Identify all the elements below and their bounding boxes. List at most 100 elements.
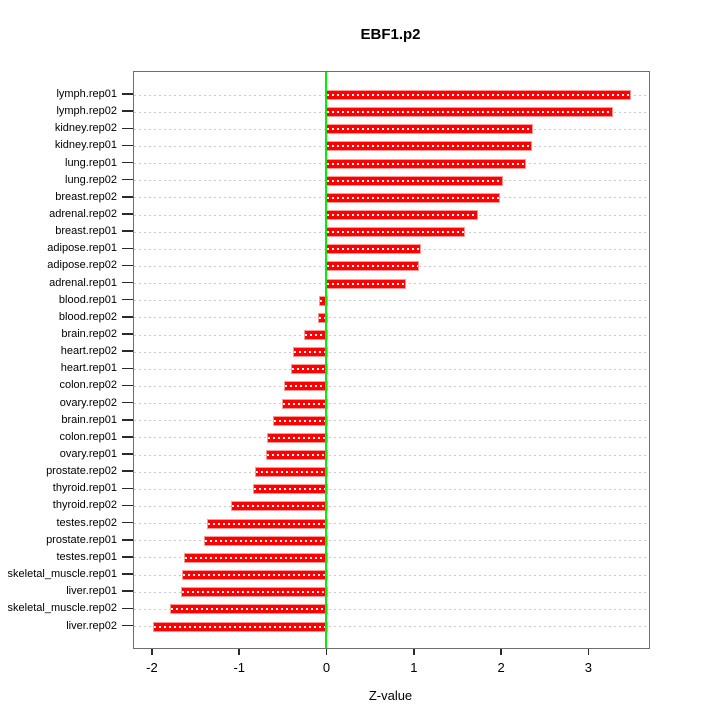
y-tick-mark xyxy=(122,247,133,250)
y-axis-label: adipose.rep02 xyxy=(47,259,117,272)
bar-lung.rep01 xyxy=(326,158,527,169)
y-axis-label: blood.rep02 xyxy=(58,310,117,323)
plot-area xyxy=(133,71,650,649)
y-axis-label: brain.rep02 xyxy=(61,328,117,341)
y-axis-label: liver.rep01 xyxy=(66,585,117,598)
bar-lung.rep02 xyxy=(326,175,504,186)
y-tick-mark xyxy=(122,504,133,507)
bar-testes.rep02 xyxy=(207,518,329,529)
x-tick-label: -1 xyxy=(233,660,246,675)
y-axis-label: brain.rep01 xyxy=(61,413,117,426)
x-tick-mark xyxy=(500,648,502,655)
y-tick-mark xyxy=(122,573,133,575)
y-tick-mark xyxy=(122,487,133,490)
bar-colon.rep02 xyxy=(284,381,329,392)
y-tick-mark xyxy=(122,539,133,541)
bar-brain.rep02 xyxy=(304,330,329,341)
y-tick-mark xyxy=(122,401,133,404)
x-tick-label: 3 xyxy=(584,660,592,675)
y-tick-mark xyxy=(122,213,133,215)
bar-ovary.rep02 xyxy=(281,398,329,409)
x-axis-title: Z-value xyxy=(368,688,413,703)
x-tick-mark xyxy=(587,648,590,655)
y-axis-label: kidney.rep01 xyxy=(54,139,117,152)
x-tick-label: 2 xyxy=(497,660,505,675)
bar-lymph.rep01 xyxy=(326,90,631,100)
x-tick-label: 1 xyxy=(410,660,418,675)
gridline xyxy=(134,608,649,610)
x-tick-label: -2 xyxy=(146,660,158,675)
bar-adipose.rep01 xyxy=(326,244,421,255)
y-tick-mark xyxy=(122,607,133,610)
y-tick-mark xyxy=(122,556,133,558)
y-axis-label: skeletal_muscle.rep01 xyxy=(7,568,117,581)
y-tick-mark xyxy=(122,298,133,301)
y-tick-mark xyxy=(122,110,133,112)
gridline xyxy=(134,523,649,525)
y-axis-label: blood.rep01 xyxy=(58,293,117,306)
bar-lymph.rep02 xyxy=(326,107,614,118)
gridline xyxy=(134,540,649,542)
x-tick-mark xyxy=(325,648,328,655)
gridline xyxy=(134,420,649,422)
y-tick-mark xyxy=(122,178,133,181)
y-axis-label: lymph.rep01 xyxy=(56,88,117,100)
bar-adrenal.rep02 xyxy=(326,210,479,221)
bar-adipose.rep02 xyxy=(326,261,419,272)
gridline xyxy=(134,385,649,387)
bar-liver.rep02 xyxy=(153,621,329,632)
x-tick-mark xyxy=(413,648,415,655)
y-axis-label: breast.rep02 xyxy=(55,190,117,203)
y-tick-mark xyxy=(122,470,133,472)
y-axis-label: prostate.rep01 xyxy=(46,533,117,546)
bar-heart.rep01 xyxy=(291,364,329,375)
bar-thyroid.rep02 xyxy=(230,501,329,512)
y-tick-mark xyxy=(122,624,133,627)
gridline xyxy=(134,574,649,576)
gridline xyxy=(134,403,649,405)
bar-kidney.rep01 xyxy=(326,141,533,152)
gridline xyxy=(134,471,649,473)
gridline xyxy=(134,557,649,559)
y-axis-label: adrenal.rep01 xyxy=(49,276,117,289)
gridline xyxy=(134,334,649,336)
y-tick-mark xyxy=(122,350,133,352)
y-axis-label: heart.rep01 xyxy=(60,362,117,375)
chart-title: EBF1.p2 xyxy=(360,26,421,43)
y-axis-label: heart.rep02 xyxy=(60,345,117,358)
y-axis-label: kidney.rep02 xyxy=(54,122,117,135)
gridline xyxy=(134,454,649,456)
y-axis-label: colon.rep01 xyxy=(59,430,118,443)
y-axis-label: thyroid.rep02 xyxy=(52,499,117,512)
zero-line xyxy=(325,72,328,648)
y-axis-label: thyroid.rep01 xyxy=(52,482,117,495)
y-tick-mark xyxy=(122,144,133,147)
gridline xyxy=(134,317,649,319)
bar-kidney.rep02 xyxy=(326,124,534,135)
bar-blood.rep01 xyxy=(319,295,329,306)
y-axis-label: liver.rep02 xyxy=(66,619,117,632)
y-tick-mark xyxy=(122,264,133,267)
gridline xyxy=(134,505,649,507)
y-axis-label: breast.rep01 xyxy=(55,225,117,238)
y-tick-mark xyxy=(122,333,133,335)
gridline xyxy=(134,368,649,370)
y-tick-mark xyxy=(122,419,133,421)
bar-colon.rep01 xyxy=(266,432,329,443)
gridline xyxy=(134,437,649,439)
bar-blood.rep02 xyxy=(318,312,329,323)
y-axis-label: testes.rep01 xyxy=(56,550,117,563)
y-axis-label: colon.rep02 xyxy=(59,379,118,392)
gridline xyxy=(134,300,649,302)
y-tick-mark xyxy=(122,196,133,198)
y-tick-mark xyxy=(122,367,133,370)
y-tick-mark xyxy=(122,316,133,318)
gridline xyxy=(134,488,649,490)
bar-liver.rep01 xyxy=(181,587,329,598)
bar-prostate.rep02 xyxy=(255,467,329,478)
bar-prostate.rep01 xyxy=(203,535,329,546)
gridline xyxy=(134,626,649,627)
y-tick-mark xyxy=(122,161,133,164)
x-tick-mark xyxy=(238,648,240,655)
y-axis-label: prostate.rep02 xyxy=(46,465,117,478)
